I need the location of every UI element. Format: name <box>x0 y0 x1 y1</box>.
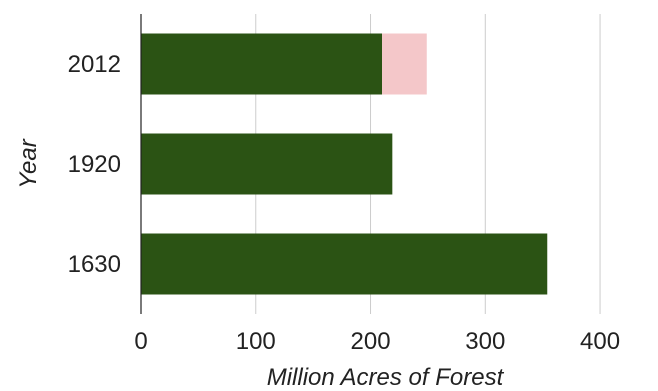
x-tick-label-100: 100 <box>236 328 276 355</box>
x-tick-label-400: 400 <box>580 328 620 355</box>
x-axis-title: Million Acres of Forest <box>267 364 505 391</box>
x-tick-label-0: 0 <box>134 328 147 355</box>
x-tick-label-300: 300 <box>465 328 505 355</box>
bar-1920-seg-1 <box>141 133 393 195</box>
bars <box>141 33 548 295</box>
y-tick-label-1920: 1920 <box>68 151 121 178</box>
x-tick-label-200: 200 <box>351 328 391 355</box>
y-tick-labels: 1630 1920 2012 <box>68 51 121 278</box>
y-tick-label-1630: 1630 <box>68 251 121 278</box>
bar-1630-seg-1 <box>141 233 548 295</box>
bar-2012-seg-2 <box>382 33 427 95</box>
bar-2012-seg-1 <box>141 33 382 95</box>
x-tick-labels: 0 100 200 300 400 <box>134 328 620 355</box>
y-axis-title: Year <box>15 138 42 188</box>
y-tick-label-2012: 2012 <box>68 51 121 78</box>
